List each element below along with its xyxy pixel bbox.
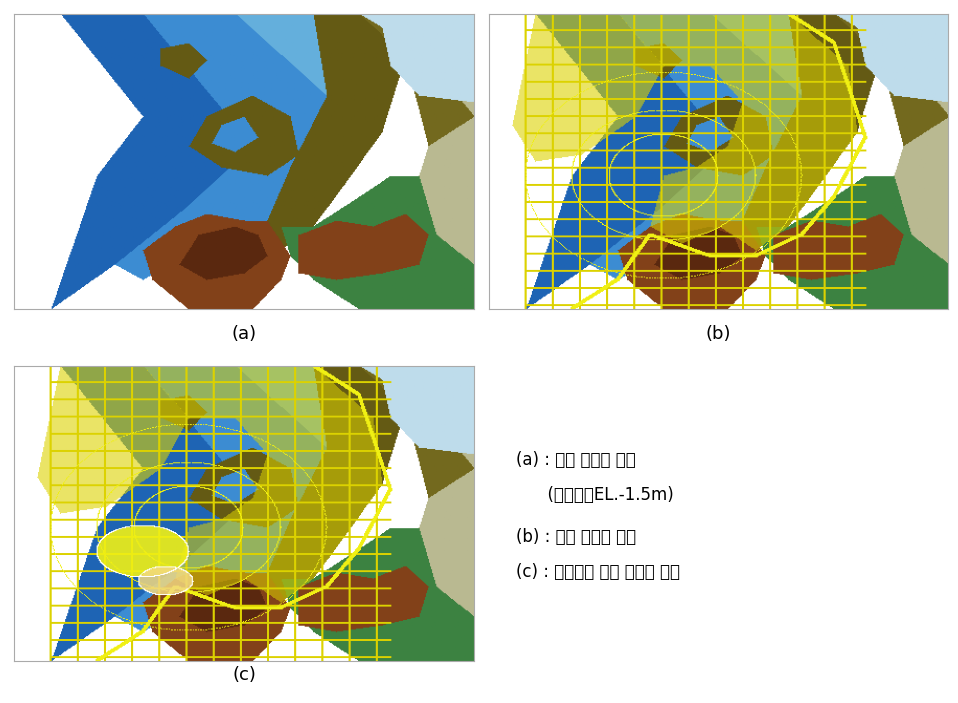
Text: (a) : 물에 잠기는 부분: (a) : 물에 잠기는 부분: [516, 451, 636, 469]
Text: (기준수심EL.-1.5m): (기준수심EL.-1.5m): [516, 486, 673, 505]
Text: (b): (b): [706, 325, 731, 343]
Text: (c) : 생태용지 매립 대상지 중첩: (c) : 생태용지 매립 대상지 중첩: [516, 563, 680, 581]
Text: (a): (a): [232, 325, 257, 343]
Text: (b) : 계획 도면과 중첩: (b) : 계획 도면과 중첩: [516, 528, 636, 546]
Text: (c): (c): [233, 666, 256, 685]
